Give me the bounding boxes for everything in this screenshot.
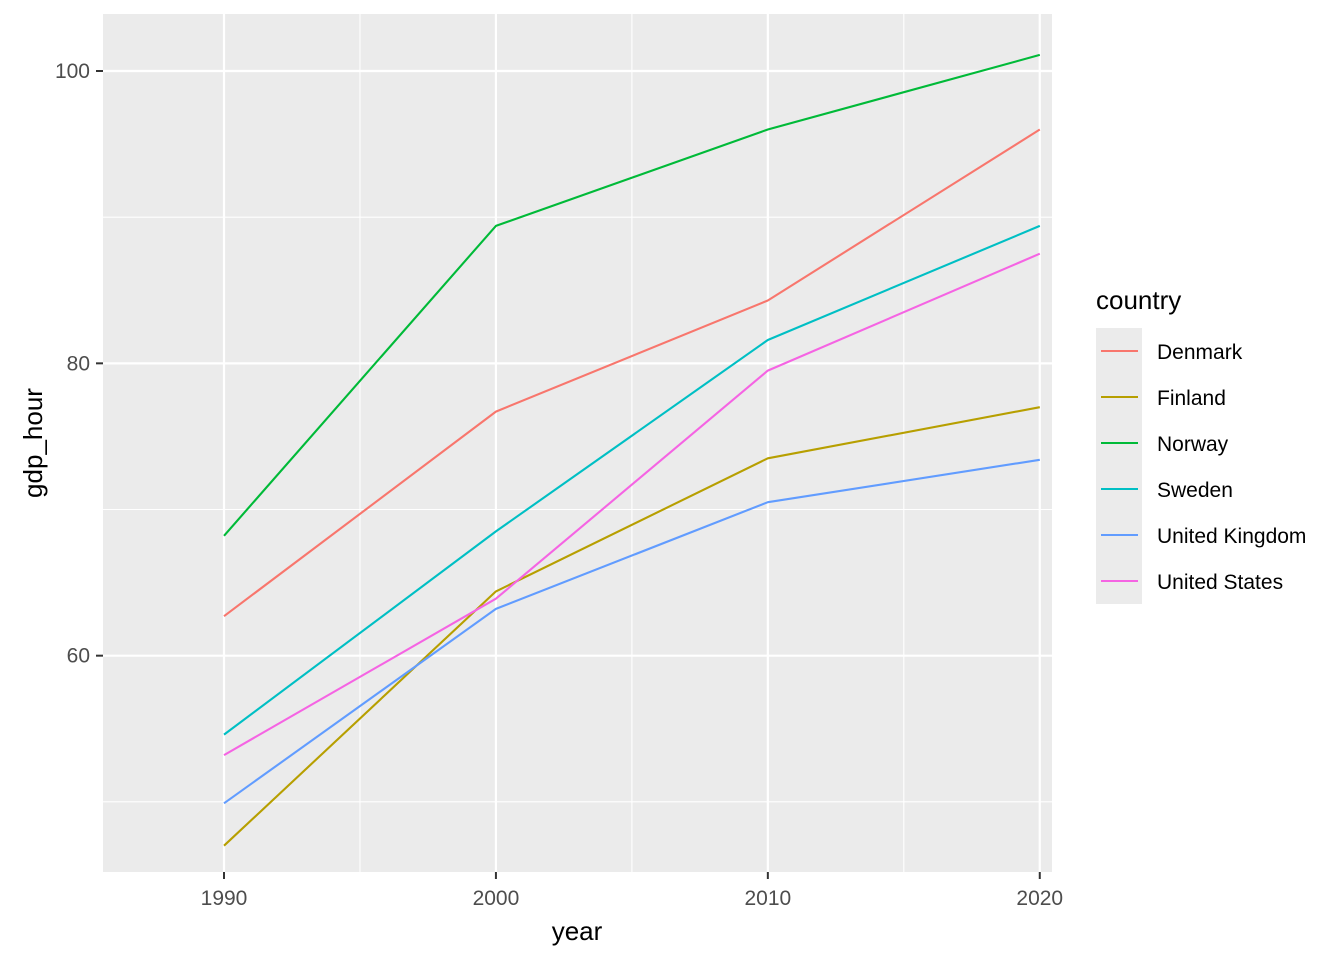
x-axis-title: year	[552, 916, 603, 946]
series-line-united-states	[223, 252, 1041, 757]
series-lines	[223, 53, 1041, 847]
minor-gridlines	[103, 14, 1052, 872]
series-line-united-kingdom	[223, 458, 1040, 805]
x-tick-label: 2000	[473, 887, 520, 910]
legend: country Denmark Finland Norway Sweden United…	[1096, 285, 1306, 604]
series-line-denmark	[223, 128, 1041, 618]
y-axis-title: gdp_hour	[18, 388, 48, 498]
series-line-finland	[223, 406, 1040, 847]
legend-label: Denmark	[1157, 341, 1243, 364]
series-line-sweden	[223, 224, 1041, 736]
plot-panel	[103, 14, 1052, 872]
legend-key-background	[1096, 328, 1142, 604]
legend-label: United States	[1157, 571, 1283, 594]
y-axis: 60 80 100	[55, 60, 103, 668]
legend-label: Sweden	[1157, 479, 1233, 502]
y-tick-label: 80	[67, 352, 90, 375]
series-line-norway	[223, 53, 1041, 537]
legend-label: United Kingdom	[1157, 525, 1306, 548]
major-gridlines	[103, 14, 1052, 872]
y-tick-label: 100	[55, 60, 90, 83]
legend-label: Finland	[1157, 387, 1226, 410]
legend-label: Norway	[1157, 433, 1229, 456]
y-tick-label: 60	[67, 645, 90, 668]
legend-items: Denmark Finland Norway Sweden United Kingdom…	[1101, 341, 1306, 594]
x-tick-label: 1990	[201, 887, 248, 910]
legend-title: country	[1096, 285, 1181, 315]
x-tick-label: 2010	[744, 887, 791, 910]
x-tick-label: 2020	[1016, 887, 1063, 910]
x-axis: 1990 2000 2010 2020	[201, 872, 1063, 910]
